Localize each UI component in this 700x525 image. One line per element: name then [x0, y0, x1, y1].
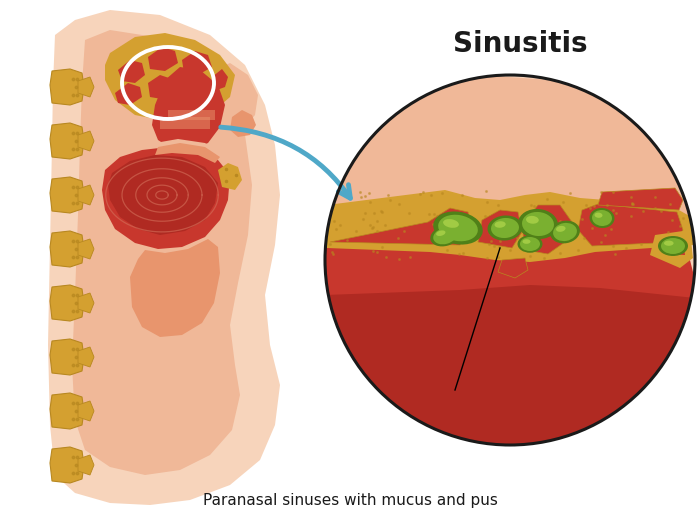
Polygon shape — [105, 33, 235, 120]
Ellipse shape — [494, 221, 505, 228]
Ellipse shape — [518, 209, 558, 239]
Ellipse shape — [438, 215, 478, 242]
Ellipse shape — [522, 239, 531, 244]
Polygon shape — [78, 185, 94, 205]
Polygon shape — [152, 67, 225, 150]
Polygon shape — [50, 285, 84, 321]
Ellipse shape — [553, 223, 577, 241]
Polygon shape — [478, 210, 522, 248]
Ellipse shape — [522, 212, 554, 236]
Polygon shape — [50, 231, 84, 267]
Polygon shape — [115, 83, 142, 105]
Polygon shape — [182, 51, 212, 75]
Polygon shape — [215, 63, 258, 133]
Polygon shape — [48, 10, 280, 505]
Polygon shape — [212, 69, 228, 91]
Polygon shape — [650, 230, 693, 268]
Polygon shape — [78, 293, 94, 313]
Polygon shape — [168, 110, 215, 120]
Polygon shape — [578, 204, 683, 246]
Polygon shape — [155, 143, 220, 163]
Polygon shape — [102, 147, 230, 249]
Polygon shape — [327, 190, 693, 262]
Polygon shape — [148, 75, 174, 99]
Polygon shape — [50, 123, 84, 159]
Polygon shape — [50, 393, 84, 429]
Polygon shape — [598, 188, 683, 210]
Polygon shape — [330, 208, 472, 245]
Polygon shape — [108, 155, 218, 235]
Polygon shape — [50, 447, 84, 483]
Text: Sinusitis: Sinusitis — [453, 30, 587, 58]
Ellipse shape — [594, 213, 603, 218]
Polygon shape — [50, 69, 84, 105]
Polygon shape — [218, 163, 242, 190]
Ellipse shape — [520, 237, 540, 251]
Ellipse shape — [664, 240, 673, 246]
Ellipse shape — [443, 219, 459, 228]
Ellipse shape — [491, 218, 519, 238]
Polygon shape — [78, 347, 94, 367]
Polygon shape — [325, 75, 695, 245]
Polygon shape — [230, 110, 256, 137]
Polygon shape — [325, 240, 695, 445]
Polygon shape — [78, 401, 94, 421]
Polygon shape — [78, 131, 94, 151]
Polygon shape — [72, 30, 252, 475]
Polygon shape — [78, 455, 94, 475]
Ellipse shape — [556, 226, 566, 232]
Ellipse shape — [592, 210, 612, 226]
Ellipse shape — [661, 238, 685, 254]
Text: Paranasal sinuses with mucus and pus: Paranasal sinuses with mucus and pus — [202, 492, 498, 508]
Ellipse shape — [430, 226, 460, 246]
Polygon shape — [665, 240, 685, 255]
Polygon shape — [498, 258, 528, 278]
Polygon shape — [118, 60, 145, 83]
Ellipse shape — [433, 228, 457, 244]
Ellipse shape — [436, 230, 445, 236]
Ellipse shape — [550, 220, 580, 244]
Ellipse shape — [526, 216, 539, 224]
Ellipse shape — [589, 208, 615, 228]
Ellipse shape — [517, 235, 542, 253]
Polygon shape — [50, 339, 84, 375]
Polygon shape — [118, 225, 232, 365]
Polygon shape — [148, 47, 178, 71]
Ellipse shape — [658, 236, 688, 256]
Polygon shape — [180, 77, 208, 101]
Ellipse shape — [433, 212, 483, 245]
Polygon shape — [50, 177, 84, 213]
Polygon shape — [78, 239, 94, 259]
Polygon shape — [160, 117, 210, 129]
Polygon shape — [522, 205, 572, 254]
Polygon shape — [325, 285, 695, 445]
Ellipse shape — [487, 215, 522, 240]
Circle shape — [325, 75, 695, 445]
Polygon shape — [155, 139, 218, 155]
Polygon shape — [78, 77, 94, 97]
Polygon shape — [130, 239, 220, 337]
